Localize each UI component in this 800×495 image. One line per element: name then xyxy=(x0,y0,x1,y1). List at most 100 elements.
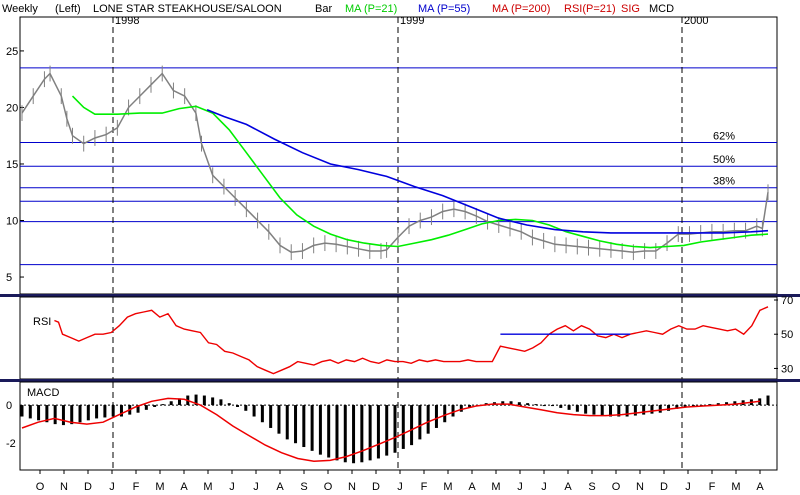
macd-bar xyxy=(244,405,248,411)
macd-bar xyxy=(617,405,621,417)
x-tick-label: N xyxy=(636,481,644,493)
price-y-tick-label: 25 xyxy=(6,46,18,58)
legend-item: Bar xyxy=(315,3,332,15)
macd-bar xyxy=(675,405,679,409)
legend-item: SIG xyxy=(621,3,640,15)
macd-bar xyxy=(376,405,380,459)
macd-bar xyxy=(609,405,613,417)
legend-item: MA (P=21) xyxy=(345,3,397,15)
fib-label: 38% xyxy=(713,176,735,188)
macd-bar xyxy=(691,405,695,407)
fib-label: 62% xyxy=(713,130,735,142)
x-tick-label: A xyxy=(276,481,284,493)
x-tick-label: S xyxy=(300,481,307,493)
macd-bar xyxy=(434,405,438,428)
macd-signal xyxy=(21,397,760,463)
macd-bar xyxy=(393,405,397,453)
x-tick-label: J xyxy=(229,481,235,493)
macd-bar xyxy=(343,405,347,463)
macd-y-tick-label: 0 xyxy=(6,400,12,412)
price-y-tick-label: 15 xyxy=(6,159,18,171)
panel-divider xyxy=(0,294,800,297)
macd-bar xyxy=(61,405,65,426)
x-tick-label: J xyxy=(397,481,403,493)
rsi-y-tick-label: 70 xyxy=(781,295,793,307)
macd-bar xyxy=(285,405,289,440)
macd-bar xyxy=(277,405,281,434)
year-label: 1998 xyxy=(115,15,139,27)
macd-bar xyxy=(53,405,57,425)
x-tick-label: F xyxy=(133,481,140,493)
macd-bar xyxy=(542,405,546,407)
macd-bar xyxy=(360,405,364,463)
macd-bar xyxy=(451,405,455,417)
x-tick-label: M xyxy=(491,481,500,493)
ma21-line xyxy=(71,95,769,249)
macd-bar xyxy=(410,405,414,446)
scale-label: (Left) xyxy=(55,3,81,15)
macd-bar xyxy=(136,405,140,413)
x-tick-label: J xyxy=(253,481,259,493)
macd-y-tick-label: -2 xyxy=(6,438,16,450)
macd-bar xyxy=(211,397,215,406)
macd-bar xyxy=(327,405,331,458)
macd-bar xyxy=(658,405,662,413)
x-tick-label: A xyxy=(468,481,476,493)
price-y-tick-label: 5 xyxy=(6,272,12,284)
macd-bar xyxy=(352,405,356,464)
x-tick-label: O xyxy=(324,481,333,493)
macd-bar xyxy=(468,405,472,408)
macd-bar xyxy=(335,405,339,461)
x-tick-label: D xyxy=(660,481,668,493)
macd-bar xyxy=(509,401,513,406)
macd-signal-line xyxy=(21,397,760,463)
macd-panel-title: MACD xyxy=(27,387,59,399)
macd-bar xyxy=(153,405,157,407)
macd-bar xyxy=(725,402,729,406)
macd-bar xyxy=(716,403,720,406)
macd-bar xyxy=(567,405,571,410)
macd-bar xyxy=(534,404,538,406)
macd-panel-frame xyxy=(19,381,778,471)
macd-bar xyxy=(111,405,115,417)
x-tick-label: F xyxy=(709,481,716,493)
macd-bar xyxy=(600,405,604,416)
macd-bar xyxy=(28,405,32,419)
macd-panel: MACD 0 -2 xyxy=(6,381,778,471)
x-tick-label: M xyxy=(731,481,740,493)
macd-bar xyxy=(202,395,206,406)
x-tick-label: J xyxy=(517,481,523,493)
rsi-y-tick-label: 50 xyxy=(781,329,793,341)
rsi-series xyxy=(54,306,769,375)
macd-bar xyxy=(459,405,463,412)
macd-bar xyxy=(20,405,24,417)
x-tick-label: F xyxy=(421,481,428,493)
macd-bar xyxy=(633,405,637,416)
x-tick-label: M xyxy=(203,481,212,493)
macd-bar xyxy=(318,405,322,455)
rsi-y-ticks: 70 50 30 xyxy=(774,295,793,375)
macd-bar xyxy=(219,399,223,406)
x-tick-label: A xyxy=(180,481,188,493)
macd-bar xyxy=(550,405,554,407)
macd-bar xyxy=(45,405,49,423)
macd-histogram xyxy=(20,394,770,464)
macd-bar xyxy=(70,405,74,425)
macd-bar xyxy=(269,405,273,428)
x-tick-label: J xyxy=(541,481,547,493)
rsi-panel-title: RSI xyxy=(33,316,51,328)
macd-bar xyxy=(625,405,629,417)
ma55-line xyxy=(206,108,769,234)
period-label: Weekly xyxy=(2,3,38,15)
fib-labels: 62% 50% 38% xyxy=(713,130,735,187)
page-title: LONE STAR STEAKHOUSE/SALOON xyxy=(93,3,282,15)
legend-item: MCD xyxy=(649,3,674,15)
macd-bar xyxy=(103,405,107,418)
macd-bar xyxy=(144,405,148,410)
macd-bar xyxy=(252,405,256,417)
macd-bar xyxy=(517,402,521,406)
macd-bar xyxy=(310,405,314,451)
macd-y-ticks: 0 -2 xyxy=(6,400,16,450)
panel-divider xyxy=(0,379,800,382)
